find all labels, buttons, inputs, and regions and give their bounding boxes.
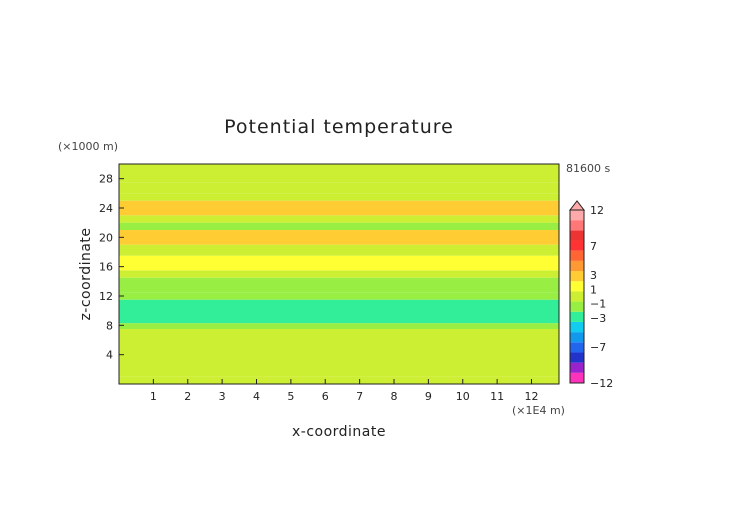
heatmap-band-0 [119,376,559,384]
colorbar-label: 1 [590,283,597,296]
heatmap-band-1 [119,329,559,377]
heatmap-band-6 [119,270,559,278]
heatmap-band-7 [119,255,559,271]
heatmap-band-4 [119,292,559,300]
heatmap-plot-area [119,164,559,384]
time-label: 81600 s [566,162,610,175]
x-tick-label: 12 [525,390,539,403]
y-axis-ticks: 4 8 12 16 20 24 28 [99,173,124,362]
y-tick-label: 8 [106,319,113,332]
colorbar: −12 −7 −3−1 13 7 12 [568,200,613,390]
x-tick-label: 3 [219,390,226,403]
y-tick-label: 28 [99,173,113,186]
colorbar-swatch [570,271,584,282]
colorbar-swatch [570,372,584,383]
colorbar-swatch [570,210,584,221]
y-tick-label: 16 [99,261,113,274]
colorbar-swatch [570,332,584,343]
colorbar-label: −12 [590,377,613,390]
x-tick-label: 4 [253,390,260,403]
colorbar-extend-arrow [568,200,586,211]
y-unit-label: (×1000 m) [58,140,118,153]
heatmap-band-2 [119,323,559,329]
heatmap-band-12 [119,200,559,216]
colorbar-swatch [570,352,584,363]
colorbar-swatch [570,321,584,333]
y-tick-label: 4 [106,349,113,362]
y-axis-label: z-coordinate [78,227,94,320]
y-tick-label: 12 [99,290,113,303]
colorbar-label: −1 [590,298,606,311]
colorbar-label: −3 [590,312,606,325]
colorbar-swatch [570,311,584,322]
x-axis-label: x-coordinate [292,424,386,440]
colorbar-label: −7 [590,341,606,354]
colorbar-swatch [570,260,584,272]
colorbar-swatch [570,230,584,241]
heatmap-band-3 [119,299,559,324]
chart-title: Potential temperature [224,116,454,138]
heatmap-band-14 [119,182,559,194]
colorbar-swatch [570,301,584,312]
colorbar-swatch [570,342,584,353]
x-tick-label: 7 [356,390,363,403]
colorbar-swatch [570,250,584,261]
colorbar-swatch [570,291,584,302]
heatmap-band-9 [119,230,559,245]
heatmap-band-13 [119,193,559,201]
x-tick-label: 2 [184,390,191,403]
x-tick-label: 9 [425,390,432,403]
y-tick-label: 20 [99,231,113,244]
colorbar-swatch [570,281,584,292]
heatmap-band-10 [119,222,559,230]
y-tick-label: 24 [99,202,113,215]
colorbar-frame [569,209,585,384]
x-tick-label: 6 [322,390,329,403]
colorbar-label: 12 [590,204,604,217]
x-unit-label: (×1E4 m) [512,404,565,417]
x-tick-label: 1 [150,390,157,403]
x-axis-ticks: 1 2 3 4 5 6 7 8 9 10 11 12 [150,379,539,403]
heatmap-band-5 [119,277,559,293]
x-tick-label: 5 [287,390,294,403]
colorbar-label: 7 [590,240,597,253]
colorbar-swatch [570,240,584,251]
x-tick-label: 10 [456,390,470,403]
colorbar-label: 3 [590,269,597,282]
colorbar-swatch [570,362,584,373]
plot-frame [118,163,560,385]
x-tick-label: 11 [490,390,504,403]
colorbar-swatch [570,220,584,231]
heatmap-band-11 [119,215,559,223]
heatmap-band-8 [119,244,559,256]
x-tick-label: 8 [391,390,398,403]
heatmap-band-15 [119,164,559,183]
